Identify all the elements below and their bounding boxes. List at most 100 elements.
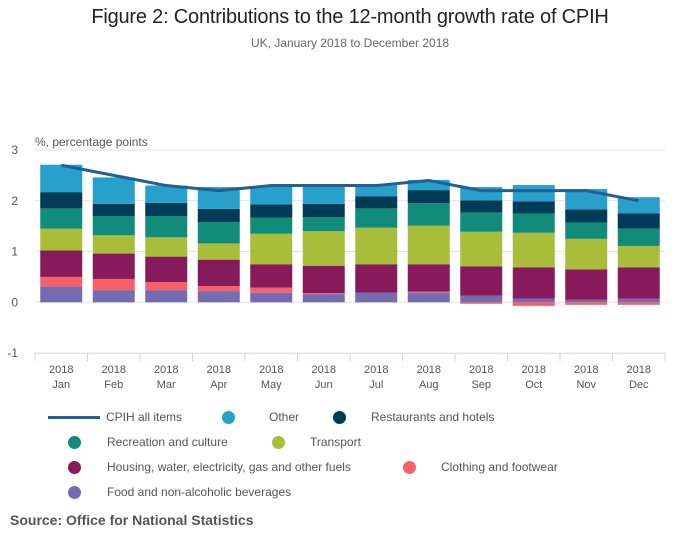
x-tick-label-year: 2018 xyxy=(364,364,388,376)
bar-segment xyxy=(250,292,293,303)
y-tick-label: 0 xyxy=(11,295,18,309)
y-axis-ticks: 3 2 1 0 -1 xyxy=(7,143,18,360)
bar-segment xyxy=(197,243,240,260)
x-tick-label-year: 2018 xyxy=(574,364,598,376)
x-tick-label-year: 2018 xyxy=(627,364,651,376)
bar-segment xyxy=(302,293,345,295)
x-tick-label-year: 2018 xyxy=(259,364,283,376)
legend-label: Food and non-alcoholic beverages xyxy=(107,485,292,499)
chart-title: Figure 2: Contributions to the 12-month … xyxy=(91,6,609,28)
bar-segment xyxy=(617,298,660,303)
bar-segment xyxy=(92,215,135,236)
bar-segment xyxy=(565,222,608,239)
bar-segment xyxy=(617,197,660,214)
bar-segment xyxy=(197,222,240,244)
bars xyxy=(40,164,660,306)
bar-segment xyxy=(512,302,555,306)
x-tick-label-month: Feb xyxy=(104,379,123,391)
x-tick-label-month: Nov xyxy=(576,379,596,391)
bar-segment xyxy=(302,231,345,266)
legend-item-transport[interactable]: Transport xyxy=(272,435,361,449)
bar-segment xyxy=(250,217,293,234)
dot-swatch-icon xyxy=(333,410,346,424)
bar-segment xyxy=(40,286,83,303)
bar-segment xyxy=(407,225,450,265)
bar-segment xyxy=(460,231,503,267)
legend-label: CPIH all items xyxy=(106,410,183,424)
legend-item-food[interactable]: Food and non-alcoholic beverages xyxy=(68,485,291,499)
bar-segment xyxy=(40,228,83,251)
bar-segment xyxy=(302,265,345,294)
bar-segment xyxy=(565,209,608,223)
y-tick-label: 1 xyxy=(11,245,18,259)
x-axis: 2018 Jan 2018 Feb 2018 Mar 2018 Apr 2018 May 2018 J… xyxy=(34,352,666,391)
source-note: Source: Office for National Statistics xyxy=(10,512,254,528)
legend-label: Restaurants and hotels xyxy=(371,410,495,424)
legend-item-housing[interactable]: Housing, water, electricity, gas and oth… xyxy=(68,460,351,474)
bar-segment xyxy=(197,286,240,292)
x-tick-label-year: 2018 xyxy=(49,364,73,376)
bar-segment xyxy=(302,294,345,303)
x-tick-label-month: Dec xyxy=(629,379,649,391)
legend-label: Other xyxy=(269,410,300,424)
legend-item-other[interactable]: Other xyxy=(222,410,299,424)
bar-segment xyxy=(250,287,293,293)
bar-segment xyxy=(565,269,608,300)
dot-swatch-icon xyxy=(68,485,81,499)
x-tick-label-year: 2018 xyxy=(207,364,231,376)
x-tick-label-year: 2018 xyxy=(522,364,546,376)
y-tick-label: 2 xyxy=(11,194,18,208)
bar-segment xyxy=(617,228,660,246)
bar-segment xyxy=(92,278,135,291)
bar-segment xyxy=(512,201,555,214)
bar-segment xyxy=(355,292,398,303)
bar-segment xyxy=(565,302,608,305)
bar-segment xyxy=(512,185,555,202)
bar-segment xyxy=(145,290,188,303)
bar-segment xyxy=(355,184,398,197)
legend-label: Housing, water, electricity, gas and oth… xyxy=(107,460,351,474)
bar-segment xyxy=(617,245,660,268)
legend-item-restaurants[interactable]: Restaurants and hotels xyxy=(333,410,494,424)
bar-segment xyxy=(197,259,240,287)
bar-segment xyxy=(92,203,135,216)
x-tick-label-year: 2018 xyxy=(417,364,441,376)
bar-segment xyxy=(617,302,660,305)
bar-segment xyxy=(407,179,450,191)
x-tick-label-year: 2018 xyxy=(154,364,178,376)
bar-segment xyxy=(40,250,83,277)
dot-swatch-icon xyxy=(68,435,81,449)
cpih-line-layer xyxy=(60,163,640,203)
cpih-line xyxy=(60,163,640,203)
dot-swatch-icon xyxy=(403,460,416,474)
bar-segment xyxy=(92,177,135,204)
bar-segment xyxy=(197,208,240,223)
bar-segment xyxy=(250,233,293,265)
bar-segment xyxy=(145,202,188,216)
y-tick-label: -1 xyxy=(7,346,18,360)
bar-segment xyxy=(565,238,608,270)
legend-item-recreation[interactable]: Recreation and culture xyxy=(68,435,228,449)
bar-segment xyxy=(302,186,345,204)
y-axis-label: %, percentage points xyxy=(35,135,148,149)
chart-subtitle: UK, January 2018 to December 2018 xyxy=(250,36,450,50)
bar-segment xyxy=(617,267,660,299)
bar-segment xyxy=(145,281,188,291)
bar-segment xyxy=(407,291,450,293)
bar-segment xyxy=(197,291,240,303)
line-swatch-icon xyxy=(48,415,100,419)
bar-segment xyxy=(355,208,398,228)
legend-label: Transport xyxy=(310,435,361,449)
x-tick-label-month: Mar xyxy=(157,379,176,391)
gridlines xyxy=(35,149,665,303)
legend-item-cpih[interactable]: CPIH all items xyxy=(48,410,182,424)
x-tick-label-month: Jul xyxy=(369,379,383,391)
bar-segment xyxy=(460,200,503,213)
legend-item-clothing[interactable]: Clothing and footwear xyxy=(403,460,558,474)
bar-segment xyxy=(145,185,188,203)
bar-segment xyxy=(512,298,555,303)
bar-segment xyxy=(355,196,398,209)
x-tick-label-month: May xyxy=(261,379,282,391)
x-tick-label-year: 2018 xyxy=(312,364,336,376)
bar-segment xyxy=(145,237,188,257)
